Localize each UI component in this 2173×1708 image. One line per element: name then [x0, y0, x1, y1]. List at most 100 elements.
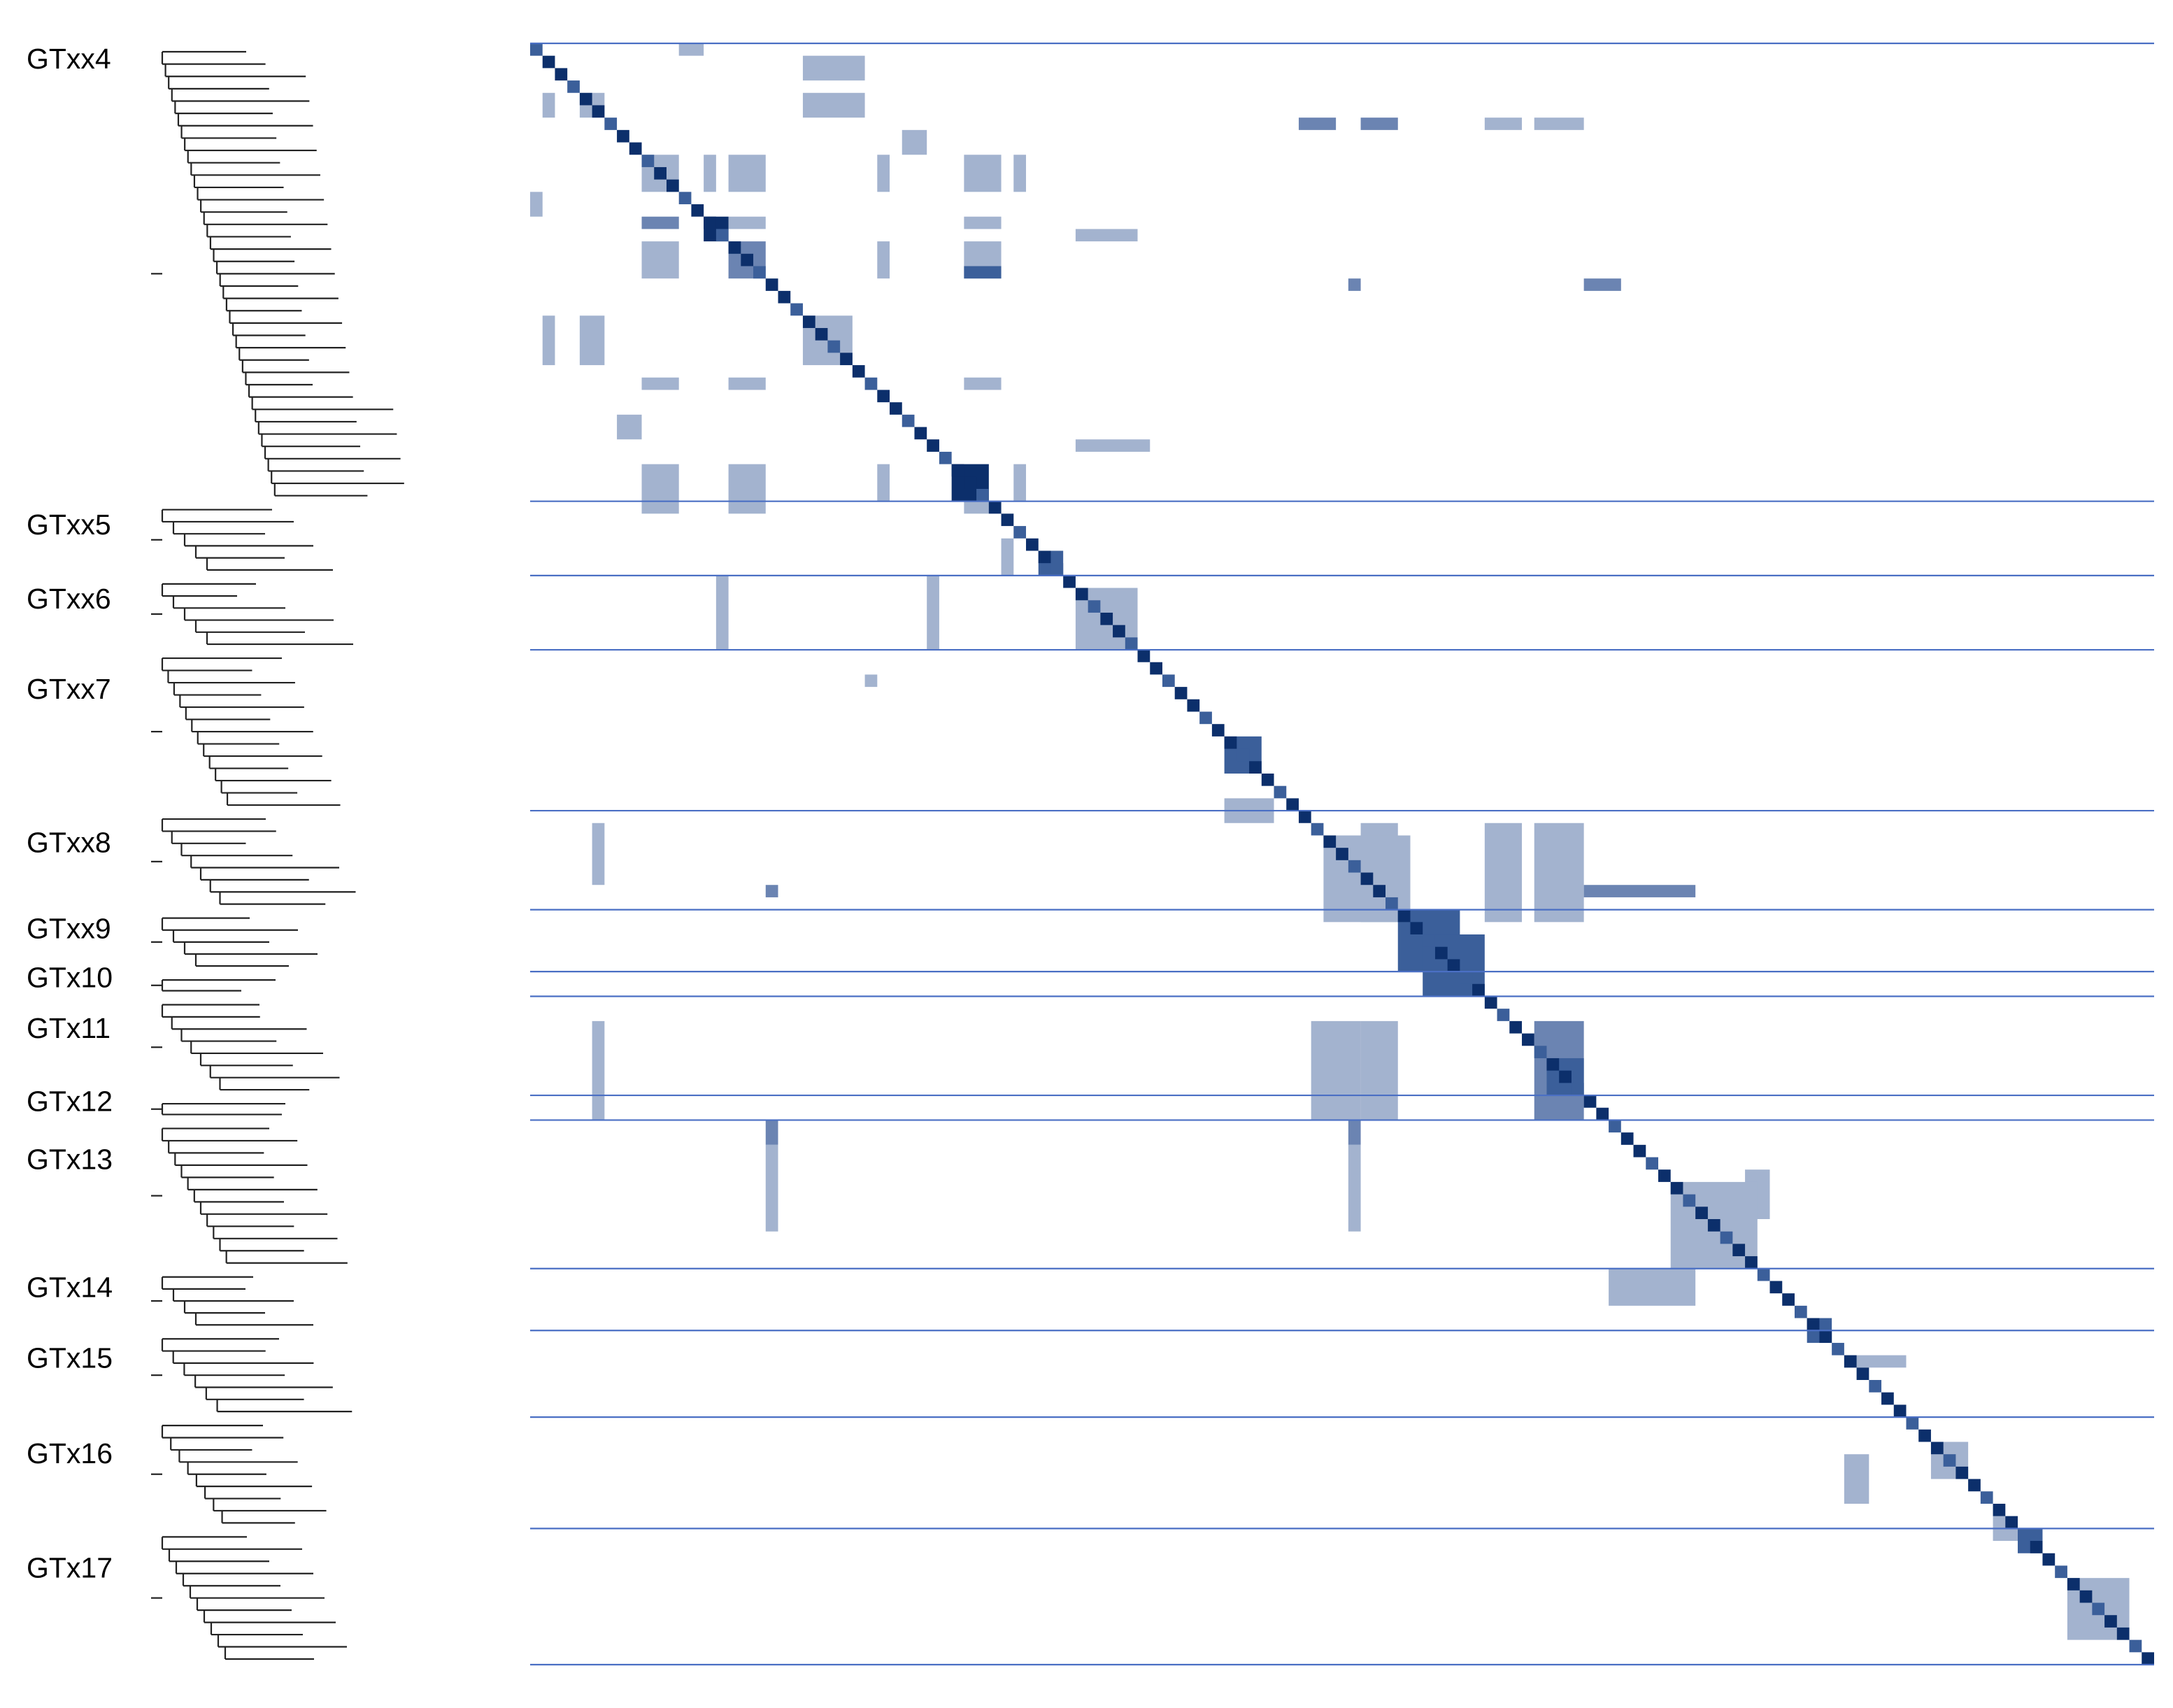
- diagonal-cell: [592, 105, 605, 118]
- family-label: GTxx4: [27, 43, 111, 75]
- diagonal-cell: [1038, 550, 1051, 564]
- diagonal-cell: [827, 340, 841, 353]
- diagonal-cell: [1174, 687, 1188, 699]
- diagonal-cell: [1993, 1503, 2006, 1516]
- family-label: GTxx5: [27, 508, 111, 541]
- diagonal-cell: [1620, 1132, 1634, 1145]
- diagonal-cell: [778, 290, 791, 304]
- diagonal-cell: [1980, 1491, 1993, 1504]
- diagonal-cell: [1113, 625, 1125, 638]
- diagonal-cell: [1125, 637, 1138, 650]
- diagonal-cell: [1571, 1083, 1584, 1096]
- off-diagonal-block: [765, 885, 778, 897]
- diagonal-cell: [1844, 1355, 1857, 1368]
- off-diagonal-block: [964, 377, 1002, 390]
- family-label: GTx15: [27, 1342, 113, 1374]
- diagonal-cell: [1918, 1429, 1931, 1442]
- diagonal-cell: [1683, 1194, 1696, 1207]
- diagonal-cell: [2092, 1602, 2105, 1616]
- diagonal-cell: [641, 155, 655, 167]
- diagonal-cell: [691, 204, 704, 217]
- diagonal-cell: [1323, 835, 1337, 848]
- diagonal-cell: [1088, 600, 1101, 613]
- diagonal-cell: [927, 439, 939, 452]
- family-label: GTxx7: [27, 673, 111, 705]
- off-diagonal-block: [728, 377, 766, 390]
- diagonal-cell: [1237, 748, 1250, 762]
- off-diagonal-block: [1484, 823, 1523, 923]
- diagonal-cell: [666, 179, 679, 192]
- diagonal-cell: [1869, 1380, 1882, 1393]
- diagonal-cell: [1075, 588, 1088, 601]
- diagonal-cell: [1410, 922, 1423, 935]
- off-diagonal-block: [964, 155, 1002, 192]
- diagonal-cell: [728, 241, 741, 254]
- diagonal-cell: [1472, 983, 1485, 997]
- off-diagonal-block: [530, 192, 543, 217]
- diagonal-cell: [939, 451, 952, 464]
- diagonal-cell: [1769, 1281, 1783, 1294]
- off-diagonal-block: [641, 216, 679, 229]
- off-diagonal-block: [542, 315, 555, 366]
- diagonal-cell: [802, 315, 815, 328]
- diagonal-cell: [1732, 1244, 1746, 1257]
- family-label: GTxx9: [27, 913, 111, 945]
- off-diagonal-block: [728, 216, 766, 229]
- family-label: GTx12: [27, 1085, 113, 1117]
- off-diagonal-block: [802, 55, 865, 81]
- diagonal-cell: [1782, 1293, 1795, 1306]
- diagonal-cell: [1311, 823, 1324, 836]
- off-diagonal-block: [1534, 823, 1584, 923]
- off-diagonal-block: [728, 501, 766, 514]
- diagonal-cell: [790, 303, 803, 316]
- diagonal-cell: [1286, 798, 1299, 811]
- diagonal-cell: [654, 166, 667, 180]
- diagonal-cell: [1646, 1157, 1658, 1170]
- off-diagonal-block: [728, 155, 766, 192]
- diagonal-cell: [1906, 1417, 1919, 1430]
- off-diagonal-block: [902, 129, 927, 155]
- diagonal-cell: [1893, 1404, 1907, 1418]
- diagonal-cell: [1447, 959, 1460, 972]
- diagonal-cell: [1757, 1268, 1770, 1281]
- off-diagonal-block: [728, 464, 766, 501]
- family-label: GTx14: [27, 1272, 113, 1304]
- off-diagonal-block: [678, 43, 704, 56]
- diagonal-cell: [951, 464, 964, 477]
- off-diagonal-block: [1583, 278, 1621, 291]
- off-diagonal-block: [1348, 278, 1361, 291]
- diagonal-cell: [840, 353, 853, 366]
- diagonal-cell: [914, 427, 927, 440]
- off-diagonal-block: [1348, 1120, 1361, 1145]
- off-diagonal-block: [1298, 118, 1337, 130]
- off-diagonal-block: [1360, 1020, 1398, 1120]
- off-diagonal-block: [704, 155, 716, 192]
- diagonal-cell: [864, 377, 878, 390]
- family-labels: GTxx4 GTxx5 GTxx6 GTxx7 GTxx8 GTxx9 GTx10 GTx11…: [27, 43, 113, 1584]
- diagonal-cell: [2055, 1565, 2067, 1579]
- diagonal-cell: [2142, 1652, 2154, 1665]
- off-diagonal-block: [1013, 155, 1027, 192]
- off-diagonal-block: [1001, 538, 1014, 576]
- off-diagonal-block: [1609, 1268, 1696, 1306]
- off-diagonal-block: [765, 1120, 778, 1145]
- diagonal-cell: [1596, 1107, 1609, 1120]
- diagonal-cell: [1955, 1466, 1969, 1479]
- diagonal-cell: [1050, 563, 1064, 576]
- diagonal-cell: [1832, 1342, 1844, 1355]
- diagonal-cell: [964, 476, 977, 489]
- diagonal-cell: [1423, 934, 1435, 947]
- diagonal-cell: [1063, 575, 1076, 588]
- family-label: GTx13: [27, 1143, 113, 1175]
- family-separators: [530, 42, 2154, 1666]
- diagonal-cell: [877, 390, 890, 403]
- diagonal-cell: [1943, 1454, 1956, 1467]
- family-label: GTx11: [27, 1012, 111, 1044]
- off-diagonal-block: [1844, 1355, 1907, 1368]
- off-diagonal-block: [1311, 1020, 1361, 1120]
- diagonal-cell: [2018, 1528, 2030, 1542]
- heatmap-cells: [530, 43, 2154, 1665]
- off-diagonal-block: [592, 823, 605, 885]
- diagonal-cell: [1150, 662, 1162, 675]
